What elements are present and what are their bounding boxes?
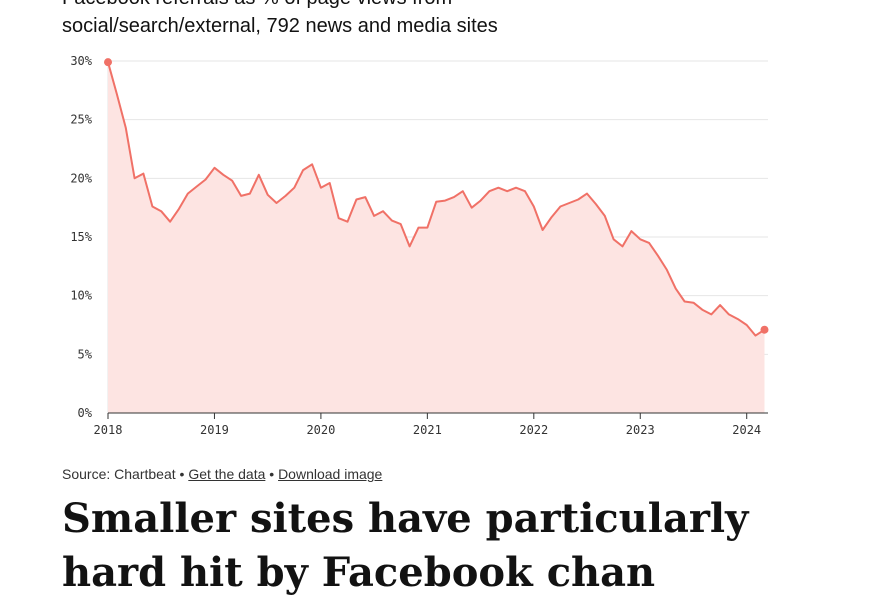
x-tick-label: 2024	[732, 423, 761, 437]
source-text: Source: Chartbeat	[62, 466, 176, 482]
x-tick-label: 2019	[200, 423, 229, 437]
y-tick-label: 30%	[70, 54, 92, 68]
line-chart: 0% 5% 10% 15% 20% 25% 30% 2018 2019 2020 2021 2022 2…	[70, 54, 769, 437]
headline-line-2: hard hit by Facebook chan	[62, 549, 656, 596]
subtitle-line-1: Facebook referrals as % of page views fr…	[62, 0, 862, 12]
subtitle-line-2: social/search/external, 792 news and med…	[62, 15, 498, 37]
y-tick-label: 20%	[70, 171, 92, 185]
y-tick-label: 15%	[70, 230, 92, 244]
y-tick-label: 10%	[70, 289, 92, 303]
download-image-link[interactable]: Download image	[278, 466, 383, 482]
y-tick-label: 5%	[78, 347, 93, 361]
start-point-marker	[104, 58, 112, 67]
area-fill	[108, 62, 765, 413]
get-data-link[interactable]: Get the data	[188, 466, 266, 482]
article-headline: Smaller sites have particularly hard hit…	[62, 492, 882, 600]
x-tick-label: 2022	[519, 423, 548, 437]
series-line	[107, 61, 766, 337]
source-line: Source: Chartbeat • Get the data • Downl…	[62, 466, 382, 482]
chart-subtitle: Facebook referrals as % of page views fr…	[62, 0, 862, 40]
end-point-marker	[760, 325, 769, 334]
separator: •	[179, 466, 185, 482]
x-tick-label: 2023	[626, 423, 655, 437]
y-tick-label: 25%	[70, 113, 92, 127]
x-tick-label: 2021	[413, 423, 442, 437]
y-tick-label: 0%	[78, 406, 93, 420]
x-tick-label: 2020	[306, 423, 335, 437]
separator: •	[269, 466, 275, 482]
x-tick-label: 2018	[94, 423, 123, 437]
headline-line-1: Smaller sites have particularly	[62, 495, 749, 542]
